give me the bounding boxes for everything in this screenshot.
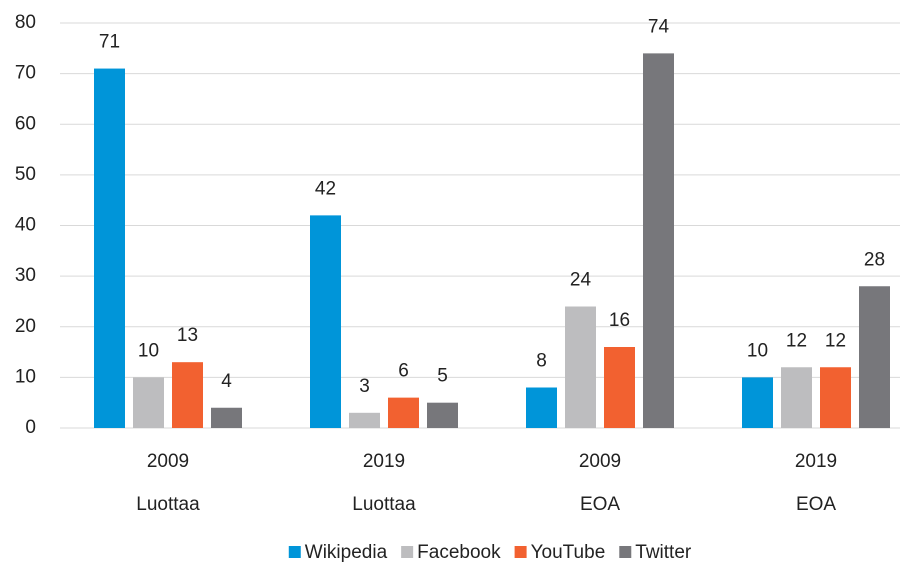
bar — [94, 68, 125, 428]
value-label: 71 — [99, 32, 120, 53]
value-label: 4 — [221, 371, 232, 392]
bar — [172, 362, 203, 428]
bar — [310, 215, 341, 428]
value-label: 10 — [747, 340, 768, 361]
x-tick-label: 2009 — [579, 451, 621, 472]
bar — [643, 53, 674, 428]
value-label: 5 — [437, 366, 448, 387]
legend-swatch — [401, 546, 414, 558]
value-label: 13 — [177, 325, 198, 346]
bar — [820, 367, 851, 428]
group-label: Luottaa — [352, 494, 416, 515]
bar — [133, 377, 164, 428]
bar — [742, 377, 773, 428]
value-label: 16 — [609, 310, 630, 331]
bar — [859, 286, 890, 428]
y-tick-label: 60 — [15, 113, 36, 134]
group-label: Luottaa — [136, 494, 200, 515]
group-label: EOA — [580, 494, 620, 515]
y-tick-label: 70 — [15, 63, 36, 84]
x-tick-label: 2009 — [147, 451, 189, 472]
legend-swatch — [619, 546, 632, 558]
bar — [211, 407, 242, 428]
y-tick-label: 40 — [15, 215, 36, 236]
legend-label: Wikipedia — [305, 542, 388, 563]
legend-label: YouTube — [531, 542, 606, 563]
legend-swatch — [288, 546, 301, 558]
bar — [349, 412, 380, 428]
y-tick-label: 20 — [15, 316, 36, 337]
bar — [388, 397, 419, 428]
value-label: 8 — [536, 351, 547, 372]
value-label: 74 — [648, 16, 670, 37]
y-tick-label: 10 — [15, 366, 36, 387]
value-label: 12 — [786, 330, 807, 351]
x-tick-label: 2019 — [795, 451, 837, 472]
value-label: 24 — [570, 270, 592, 291]
legend-label: Twitter — [635, 542, 692, 563]
value-label: 3 — [359, 376, 370, 397]
x-tick-label: 2019 — [363, 451, 405, 472]
bar — [604, 347, 635, 428]
bar — [565, 306, 596, 428]
value-label: 12 — [825, 330, 846, 351]
value-label: 6 — [398, 361, 409, 382]
y-tick-label: 80 — [15, 12, 36, 33]
group-label: EOA — [796, 494, 836, 515]
legend-label: Facebook — [417, 542, 501, 563]
value-label: 10 — [138, 340, 159, 361]
legend-swatch — [514, 546, 527, 558]
value-label: 42 — [315, 178, 336, 199]
bar — [526, 387, 557, 428]
bar — [427, 402, 458, 428]
bar — [781, 367, 812, 428]
y-tick-label: 0 — [25, 417, 36, 438]
y-tick-label: 50 — [15, 164, 36, 185]
value-label: 28 — [864, 249, 885, 270]
y-tick-label: 30 — [15, 265, 36, 286]
